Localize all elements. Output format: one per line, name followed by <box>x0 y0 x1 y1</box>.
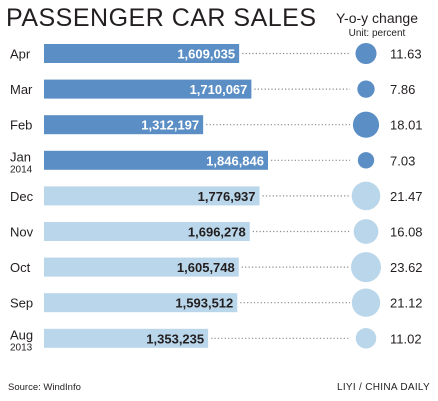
sales-value-label: 1,696,278 <box>188 225 246 240</box>
source-note: Source: WindInfo <box>8 382 81 393</box>
yoy-circle <box>357 152 375 169</box>
yoy-circle <box>355 328 377 349</box>
month-label: Apr <box>10 47 31 62</box>
sales-bar <box>44 222 250 241</box>
yoy-circle <box>357 80 375 98</box>
yoy-circle <box>351 181 381 211</box>
yoy-value-label: 11.63 <box>390 47 422 62</box>
sales-bar <box>44 115 204 135</box>
yoy-circle <box>355 42 377 65</box>
sales-bar <box>44 150 268 170</box>
sales-value-label: 1,593,512 <box>175 296 233 311</box>
month-label: Mar <box>10 82 33 97</box>
yoy-value-label: 7.03 <box>390 153 415 168</box>
month-label: Oct <box>10 260 31 275</box>
year-label: 2013 <box>10 342 33 353</box>
month-label: Feb <box>10 118 32 133</box>
sales-bar <box>44 44 240 63</box>
yoy-value-label: 7.86 <box>390 82 415 97</box>
yoy-value-label: 18.01 <box>390 118 423 133</box>
month-label: Nov <box>10 225 34 240</box>
sales-bar <box>44 293 238 313</box>
sales-bar <box>44 328 209 348</box>
sales-value-label: 1,605,748 <box>177 260 235 275</box>
month-label: Jan <box>10 149 31 164</box>
yoy-circle <box>353 219 379 244</box>
yoy-title: Y-o-y change <box>336 10 418 26</box>
month-label: Dec <box>10 189 34 204</box>
sales-value-label: 1,710,067 <box>190 82 248 97</box>
chart-title: PASSENGER CAR SALES <box>6 4 317 32</box>
yoy-value-label: 11.02 <box>390 331 422 346</box>
yoy-value-label: 21.12 <box>390 296 423 311</box>
yoy-circle <box>351 252 381 283</box>
sales-value-label: 1,846,846 <box>206 153 264 168</box>
yoy-value-label: 23.62 <box>390 260 423 275</box>
month-label: Sep <box>10 296 33 311</box>
sales-value-label: 1,776,937 <box>198 189 256 204</box>
sales-value-label: 1,609,035 <box>177 47 235 62</box>
yoy-circle <box>351 288 381 317</box>
sales-value-label: 1,312,197 <box>141 118 199 133</box>
credit-note: LIYI / CHINA DAILY <box>336 382 430 393</box>
sales-bar <box>44 257 239 277</box>
yoy-circle <box>352 111 380 138</box>
yoy-value-label: 21.47 <box>390 189 423 204</box>
year-label: 2014 <box>10 164 33 175</box>
sales-bar <box>44 186 260 206</box>
yoy-unit: Unit: percent <box>348 28 406 39</box>
month-label: Aug <box>10 327 33 342</box>
sales-value-label: 1,353,235 <box>146 331 204 346</box>
sales-bar <box>44 79 252 99</box>
yoy-value-label: 16.08 <box>390 225 423 240</box>
